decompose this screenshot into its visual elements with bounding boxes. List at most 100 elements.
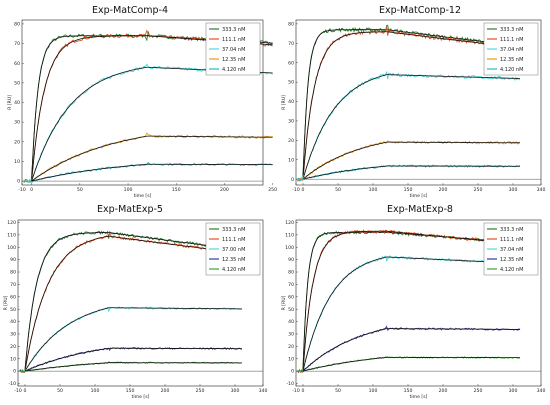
y-tick-label: 120 [285,220,294,226]
y-tick-label: 70 [288,41,294,47]
legend-label: 37.04 nM [500,247,523,253]
y-tick-label: 20 [288,344,294,350]
x-tick-label: 150 [404,187,413,193]
x-tick-label: 150 [126,388,135,394]
legend-label: 333.3 nM [222,27,245,33]
fit-curve-4 [302,141,520,180]
data-trace-3 [297,71,521,182]
y-tick-label: 30 [288,119,294,125]
x-tick-label: 100 [369,187,378,193]
data-trace-5 [297,356,521,373]
y-axis-label: R [RU] [281,95,287,110]
x-tick-label: 0 [302,187,305,193]
y-tick-label: 100 [285,245,294,251]
y-tick-label: 40 [288,99,294,105]
y-tick-label: 20 [288,138,294,144]
plot-frame [17,219,264,387]
y-tick-label: 100 [7,245,16,251]
y-tick-label: 80 [288,21,294,27]
x-tick-label: 100 [91,388,100,394]
chart-panel-1: Exp-MatComp-4 0 10 20 30 40 50 60 70 80 -10 0 50 100 1… [7,5,277,199]
y-tick-label: -10 [8,381,16,387]
legend-label: 4.120 nM [222,67,245,73]
y-tick-label: 50 [14,80,20,86]
fit-curve-4 [24,347,242,372]
legend-label: 111.1 nM [500,237,523,243]
y-tick-label: 40 [10,319,16,325]
y-tick-label: 50 [288,307,294,313]
legend-label: 111.1 nM [222,37,245,43]
x-tick-label: 250 [196,388,205,394]
legend-label: 333.3 nM [222,227,245,233]
y-tick-label: 60 [10,294,16,300]
x-tick-label: 50 [57,388,63,394]
y-tick-label: 30 [10,332,16,338]
fit-curve-3 [302,74,521,180]
y-tick-label: -10 [286,381,294,387]
x-axis-label: time [s] [410,193,428,199]
series-3 [19,306,243,373]
x-tick-label: 0 [24,388,27,394]
x-tick-label: 50 [335,187,341,193]
series-3 [297,71,521,182]
legend-label: 111.1 nM [500,37,523,43]
legend-label: 333.3 nM [500,27,523,33]
legend: 333.3 nM 111.1 nM 37.04 nM 12.35 nM 4.120 nM [205,22,261,76]
y-axis-label: R [RU] [281,295,287,310]
fit-curve-5 [24,362,243,372]
x-tick-label: 250 [474,187,483,193]
series-4 [297,140,521,181]
legend-label: 12.35 nM [500,257,523,263]
chart-title: Exp-MatExp-5 [97,204,163,215]
y-axis-label: R [RU] [3,295,9,310]
x-tick-label: 200 [161,388,170,394]
legend-label: 37.04 nM [500,47,523,53]
legend: 333.3 nM 111.1 nM 37.04 nM 12.35 nM 4.120 nM [483,22,539,76]
y-tick-label: 20 [14,139,20,145]
x-tick-label: 150 [172,187,181,193]
chart-title: Exp-MatComp-12 [379,5,461,16]
legend-label: 333.3 nM [500,227,523,233]
y-tick-label: 80 [10,270,16,276]
y-tick-label: 10 [288,157,294,163]
x-tick-label: -10 [292,187,300,193]
fit-curve-4 [302,328,521,372]
y-tick-label: 10 [288,356,294,362]
chart-title: Exp-MatExp-8 [387,204,453,215]
x-tick-label: 250 [474,388,483,394]
data-trace-5 [23,161,273,183]
y-tick-label: 0 [13,369,16,375]
chart-panel-4: Exp-MatExp-8-100102030405060708090100110… [281,204,545,400]
legend-label: 37.00 nM [222,247,245,253]
x-tick-label: 340 [537,388,546,394]
x-tick-label: 200 [220,187,229,193]
plot-frame [295,19,542,186]
y-tick-label: 30 [288,332,294,338]
x-tick-label: 300 [509,388,518,394]
series-5 [297,164,521,181]
y-tick-label: 50 [10,307,16,313]
series-4 [19,346,243,373]
legend-label: 12.35 nM [222,257,245,263]
y-tick-label: 40 [288,319,294,325]
x-tick-label: 0 [302,388,305,394]
y-tick-label: 70 [10,282,16,288]
y-tick-label: 0 [17,179,20,185]
x-axis-label: time [s] [134,193,152,199]
x-axis-label: time [s] [410,394,428,400]
legend-label: 4.120 nM [500,67,523,73]
chart-title: Exp-MatComp-4 [92,5,168,16]
y-tick-label: 0 [291,177,294,183]
x-tick-label: -10 [14,388,22,394]
y-tick-label: 60 [288,294,294,300]
legend-label: 12.35 nM [500,57,523,63]
x-tick-label: 340 [259,388,268,394]
y-tick-label: 50 [288,80,294,86]
data-trace-5 [297,164,521,181]
plot-frame [295,219,542,387]
chart-panel-3: Exp-MatExp-5-100102030405060708090100110… [3,204,267,400]
fit-curve-4 [31,135,273,182]
y-tick-label: 0 [291,369,294,375]
x-tick-label: 50 [335,388,341,394]
x-tick-label: 300 [231,388,240,394]
